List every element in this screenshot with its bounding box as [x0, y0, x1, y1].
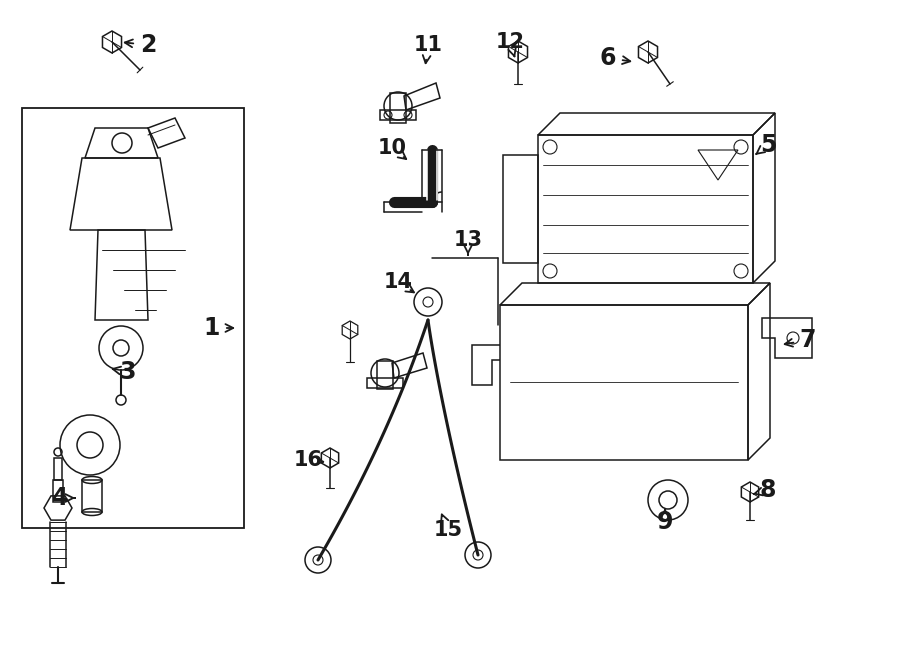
Text: 4: 4: [52, 486, 68, 510]
Bar: [390, 93, 406, 123]
Bar: [377, 361, 393, 389]
Text: 14: 14: [383, 272, 412, 292]
Text: 6: 6: [599, 46, 616, 70]
Text: 3: 3: [120, 360, 136, 384]
Text: 11: 11: [413, 35, 443, 55]
Bar: [54, 458, 62, 480]
Text: 2: 2: [140, 33, 157, 57]
Text: 5: 5: [760, 133, 776, 157]
Text: 13: 13: [454, 230, 482, 250]
Text: 9: 9: [657, 510, 673, 534]
Text: 8: 8: [760, 478, 776, 502]
Text: 12: 12: [496, 32, 525, 52]
Bar: [503, 155, 538, 263]
Text: 10: 10: [377, 138, 407, 158]
Bar: [538, 135, 753, 283]
Bar: [22, 108, 244, 528]
Bar: [82, 480, 102, 512]
Bar: [500, 305, 748, 460]
Text: 7: 7: [800, 328, 816, 352]
Text: 16: 16: [293, 450, 322, 470]
Bar: [53, 480, 63, 502]
Text: 1: 1: [203, 316, 220, 340]
Text: 15: 15: [434, 520, 463, 540]
